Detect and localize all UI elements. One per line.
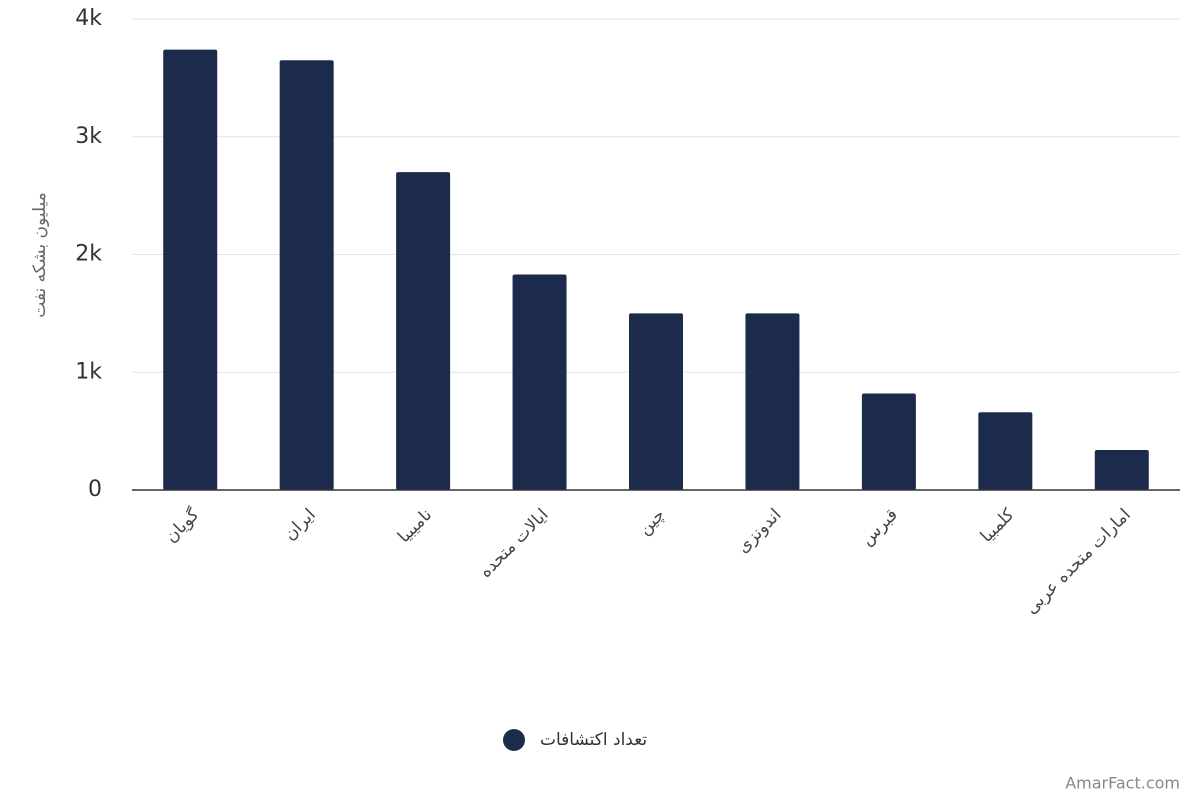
x-tick-label: ایران bbox=[280, 505, 320, 545]
legend-label: تعداد اکتشافات bbox=[540, 730, 647, 750]
source: AmarFact.com bbox=[1065, 774, 1180, 793]
bar bbox=[745, 313, 800, 490]
x-tick-label: ایالات متحده bbox=[476, 505, 553, 582]
bar bbox=[512, 274, 567, 490]
x-tick-label: چین bbox=[635, 505, 669, 539]
x-tick-label: گویان bbox=[161, 504, 204, 547]
bar bbox=[279, 60, 334, 491]
y-tick-label: 4k bbox=[75, 6, 102, 31]
bar bbox=[861, 393, 916, 490]
bar bbox=[1094, 449, 1149, 490]
x-tick-label: نامیبیا bbox=[394, 505, 436, 547]
bar bbox=[163, 49, 218, 491]
x-tick-label: کلمبیا bbox=[977, 504, 1019, 546]
bar bbox=[629, 313, 683, 490]
x-tick-label: قبرس bbox=[857, 505, 902, 550]
bar bbox=[396, 172, 451, 490]
y-axis-label: میلیون بشکه نفت bbox=[30, 192, 50, 318]
legend-marker bbox=[503, 729, 525, 751]
y-tick-label: 3k bbox=[75, 124, 102, 149]
y-tick-label: 0 bbox=[88, 477, 102, 502]
y-tick-label: 1k bbox=[75, 359, 102, 384]
x-tick-label: امارات متحده عربی bbox=[1022, 505, 1135, 618]
x-tick-label: اندونزی bbox=[733, 505, 785, 557]
y-tick-label: 2k bbox=[75, 242, 102, 267]
bar bbox=[978, 412, 1033, 490]
